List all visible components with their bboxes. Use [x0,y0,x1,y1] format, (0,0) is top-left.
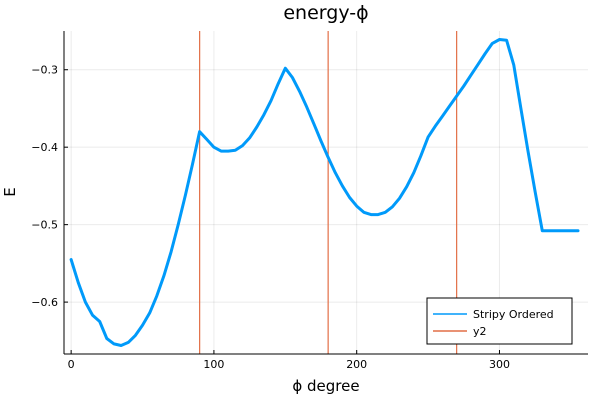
legend: Stripy Ordered y2 [426,297,573,345]
chart-title: energy-ϕ [283,2,368,24]
legend-box [426,297,573,345]
x-tick-label: 0 [68,358,75,371]
series-line-stripy-ordered [69,38,580,347]
legend-label-stripy-ordered: Stripy Ordered [473,308,554,321]
series-layer [69,38,580,347]
y-tick-label: −0.5 [31,219,58,232]
x-axis-label: ϕ degree [292,377,359,395]
x-tick-label: 100 [203,358,224,371]
grid [64,31,588,354]
x-tick-label: 300 [489,358,510,371]
x-tick-label: 200 [346,358,367,371]
y-tick-label: −0.4 [31,141,58,154]
y-axis-ticks: −0.6 −0.5 −0.4 −0.3 [31,64,68,309]
y-tick-label: −0.6 [31,296,58,309]
y-axis-label: E [1,187,19,196]
legend-label-y2: y2 [473,325,487,338]
x-axis-ticks: 0 100 200 300 [68,350,510,371]
y-tick-label: −0.3 [31,64,58,77]
